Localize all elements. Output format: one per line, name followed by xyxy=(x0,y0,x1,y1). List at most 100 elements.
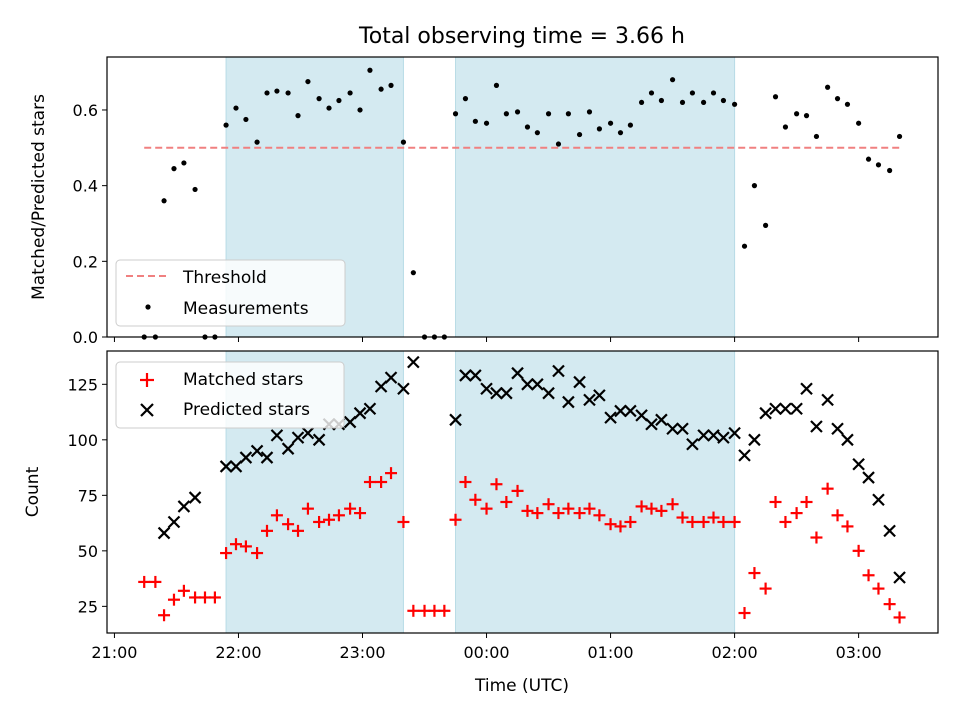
predicted-star-point xyxy=(800,382,813,396)
measurement-point xyxy=(410,270,416,276)
measurement-point xyxy=(264,90,270,96)
x-tick-label: 02:00 xyxy=(712,643,758,662)
matched-star-point xyxy=(852,544,865,557)
top-axes-frame xyxy=(106,56,939,338)
measurement-point xyxy=(305,78,311,85)
top-y-axis-label: Matched/Predicted stars xyxy=(29,94,49,300)
measurement-point xyxy=(731,101,738,107)
bottom-legend: Matched stars Predicted stars xyxy=(115,361,345,429)
predicted-star-point xyxy=(862,471,875,484)
matched-star-point xyxy=(707,511,720,524)
matched-star-point xyxy=(893,611,906,624)
measurement-point xyxy=(400,139,407,145)
top-observing-windows xyxy=(225,56,736,338)
measurement-point xyxy=(472,118,478,124)
predicted-star-point xyxy=(490,386,503,400)
matched-star-point xyxy=(511,484,524,497)
predicted-star-point xyxy=(593,389,606,402)
measurement-point xyxy=(586,109,593,115)
predicted-star-point xyxy=(260,451,274,464)
predicted-star-point xyxy=(500,386,513,400)
matched-star-point xyxy=(292,524,305,537)
matched-star-point xyxy=(344,502,357,515)
measurement-point xyxy=(856,120,862,126)
measurement-point xyxy=(875,162,882,168)
x-tick-label: 03:00 xyxy=(836,643,882,662)
observing-window-2 xyxy=(455,56,736,338)
matched-star-point xyxy=(841,520,854,533)
predicted-star-point xyxy=(583,393,596,407)
predicted-star-point xyxy=(219,460,233,473)
predicted-star-point xyxy=(810,420,823,433)
y-tick-label: 25 xyxy=(78,597,98,616)
matched-star-point xyxy=(239,540,252,553)
matched-star-point xyxy=(769,495,782,508)
predicted-star-point xyxy=(229,460,243,473)
matched-star-point xyxy=(542,498,555,511)
x-tick-label: 23:00 xyxy=(339,643,385,662)
measurement-point xyxy=(596,126,602,132)
measurement-point xyxy=(161,198,167,204)
predicted-star-point xyxy=(676,422,689,435)
predicted-star-point xyxy=(469,369,482,382)
matched-star-point xyxy=(251,547,264,560)
predicted-star-point xyxy=(521,378,534,391)
matched-star-point xyxy=(363,476,376,489)
matched-star-point xyxy=(385,467,398,480)
predicted-star-point xyxy=(449,413,462,427)
predicted-star-point xyxy=(635,409,648,422)
measurement-point xyxy=(243,116,249,123)
matched-star-point xyxy=(604,518,617,531)
measurement-point xyxy=(285,90,291,96)
predicted-star-point xyxy=(480,382,493,396)
predicted-star-point xyxy=(397,382,410,396)
measurement-point xyxy=(772,94,779,100)
matched-star-point xyxy=(397,515,410,528)
legend-measurements-swatch xyxy=(145,304,151,310)
measurement-point xyxy=(658,97,665,104)
measurement-point xyxy=(192,186,198,193)
matched-star-point xyxy=(260,524,273,537)
matched-star-point xyxy=(469,493,482,506)
matched-star-point xyxy=(301,502,314,515)
predicted-star-point xyxy=(759,406,772,420)
x-tick-label: 21:00 xyxy=(91,643,137,662)
matched-star-point xyxy=(332,509,345,522)
predicted-star-point xyxy=(686,437,699,451)
predicted-star-point xyxy=(374,380,388,393)
measurement-point xyxy=(367,67,373,73)
measurement-point xyxy=(357,107,363,113)
measurement-point xyxy=(825,84,831,90)
x-tick-label: 00:00 xyxy=(463,643,509,662)
predicted-star-point xyxy=(831,422,844,435)
predicted-star-point xyxy=(531,378,544,391)
predicted-star-point xyxy=(717,431,730,444)
matched-star-point xyxy=(407,604,420,617)
matched-star-point xyxy=(728,515,741,528)
predicted-star-point xyxy=(270,429,284,442)
measurement-point xyxy=(669,77,676,83)
measurement-point xyxy=(751,183,758,189)
predicted-star-point xyxy=(769,402,782,416)
predicted-star-point xyxy=(157,526,171,540)
predicted-star-point xyxy=(728,426,741,440)
predicted-star-point xyxy=(666,422,679,435)
measurement-point xyxy=(254,139,260,145)
matched-star-point xyxy=(635,500,648,513)
measurement-point xyxy=(171,166,177,172)
predicted-star-point xyxy=(250,444,264,458)
measurement-point xyxy=(326,105,332,111)
x-axis-label: Time (UTC) xyxy=(474,676,569,696)
measurement-point xyxy=(865,156,872,162)
matched-star-point xyxy=(655,504,668,517)
predicted-star-point xyxy=(239,451,253,464)
legend-predicted-label: Predicted stars xyxy=(183,400,310,420)
matched-star-point xyxy=(697,515,710,528)
y-tick-label: 75 xyxy=(78,486,98,505)
predicted-star-point xyxy=(301,426,315,440)
measurement-point xyxy=(316,96,322,102)
measurement-point xyxy=(607,120,614,126)
matched-star-point xyxy=(883,598,896,611)
measurement-point xyxy=(524,124,531,130)
